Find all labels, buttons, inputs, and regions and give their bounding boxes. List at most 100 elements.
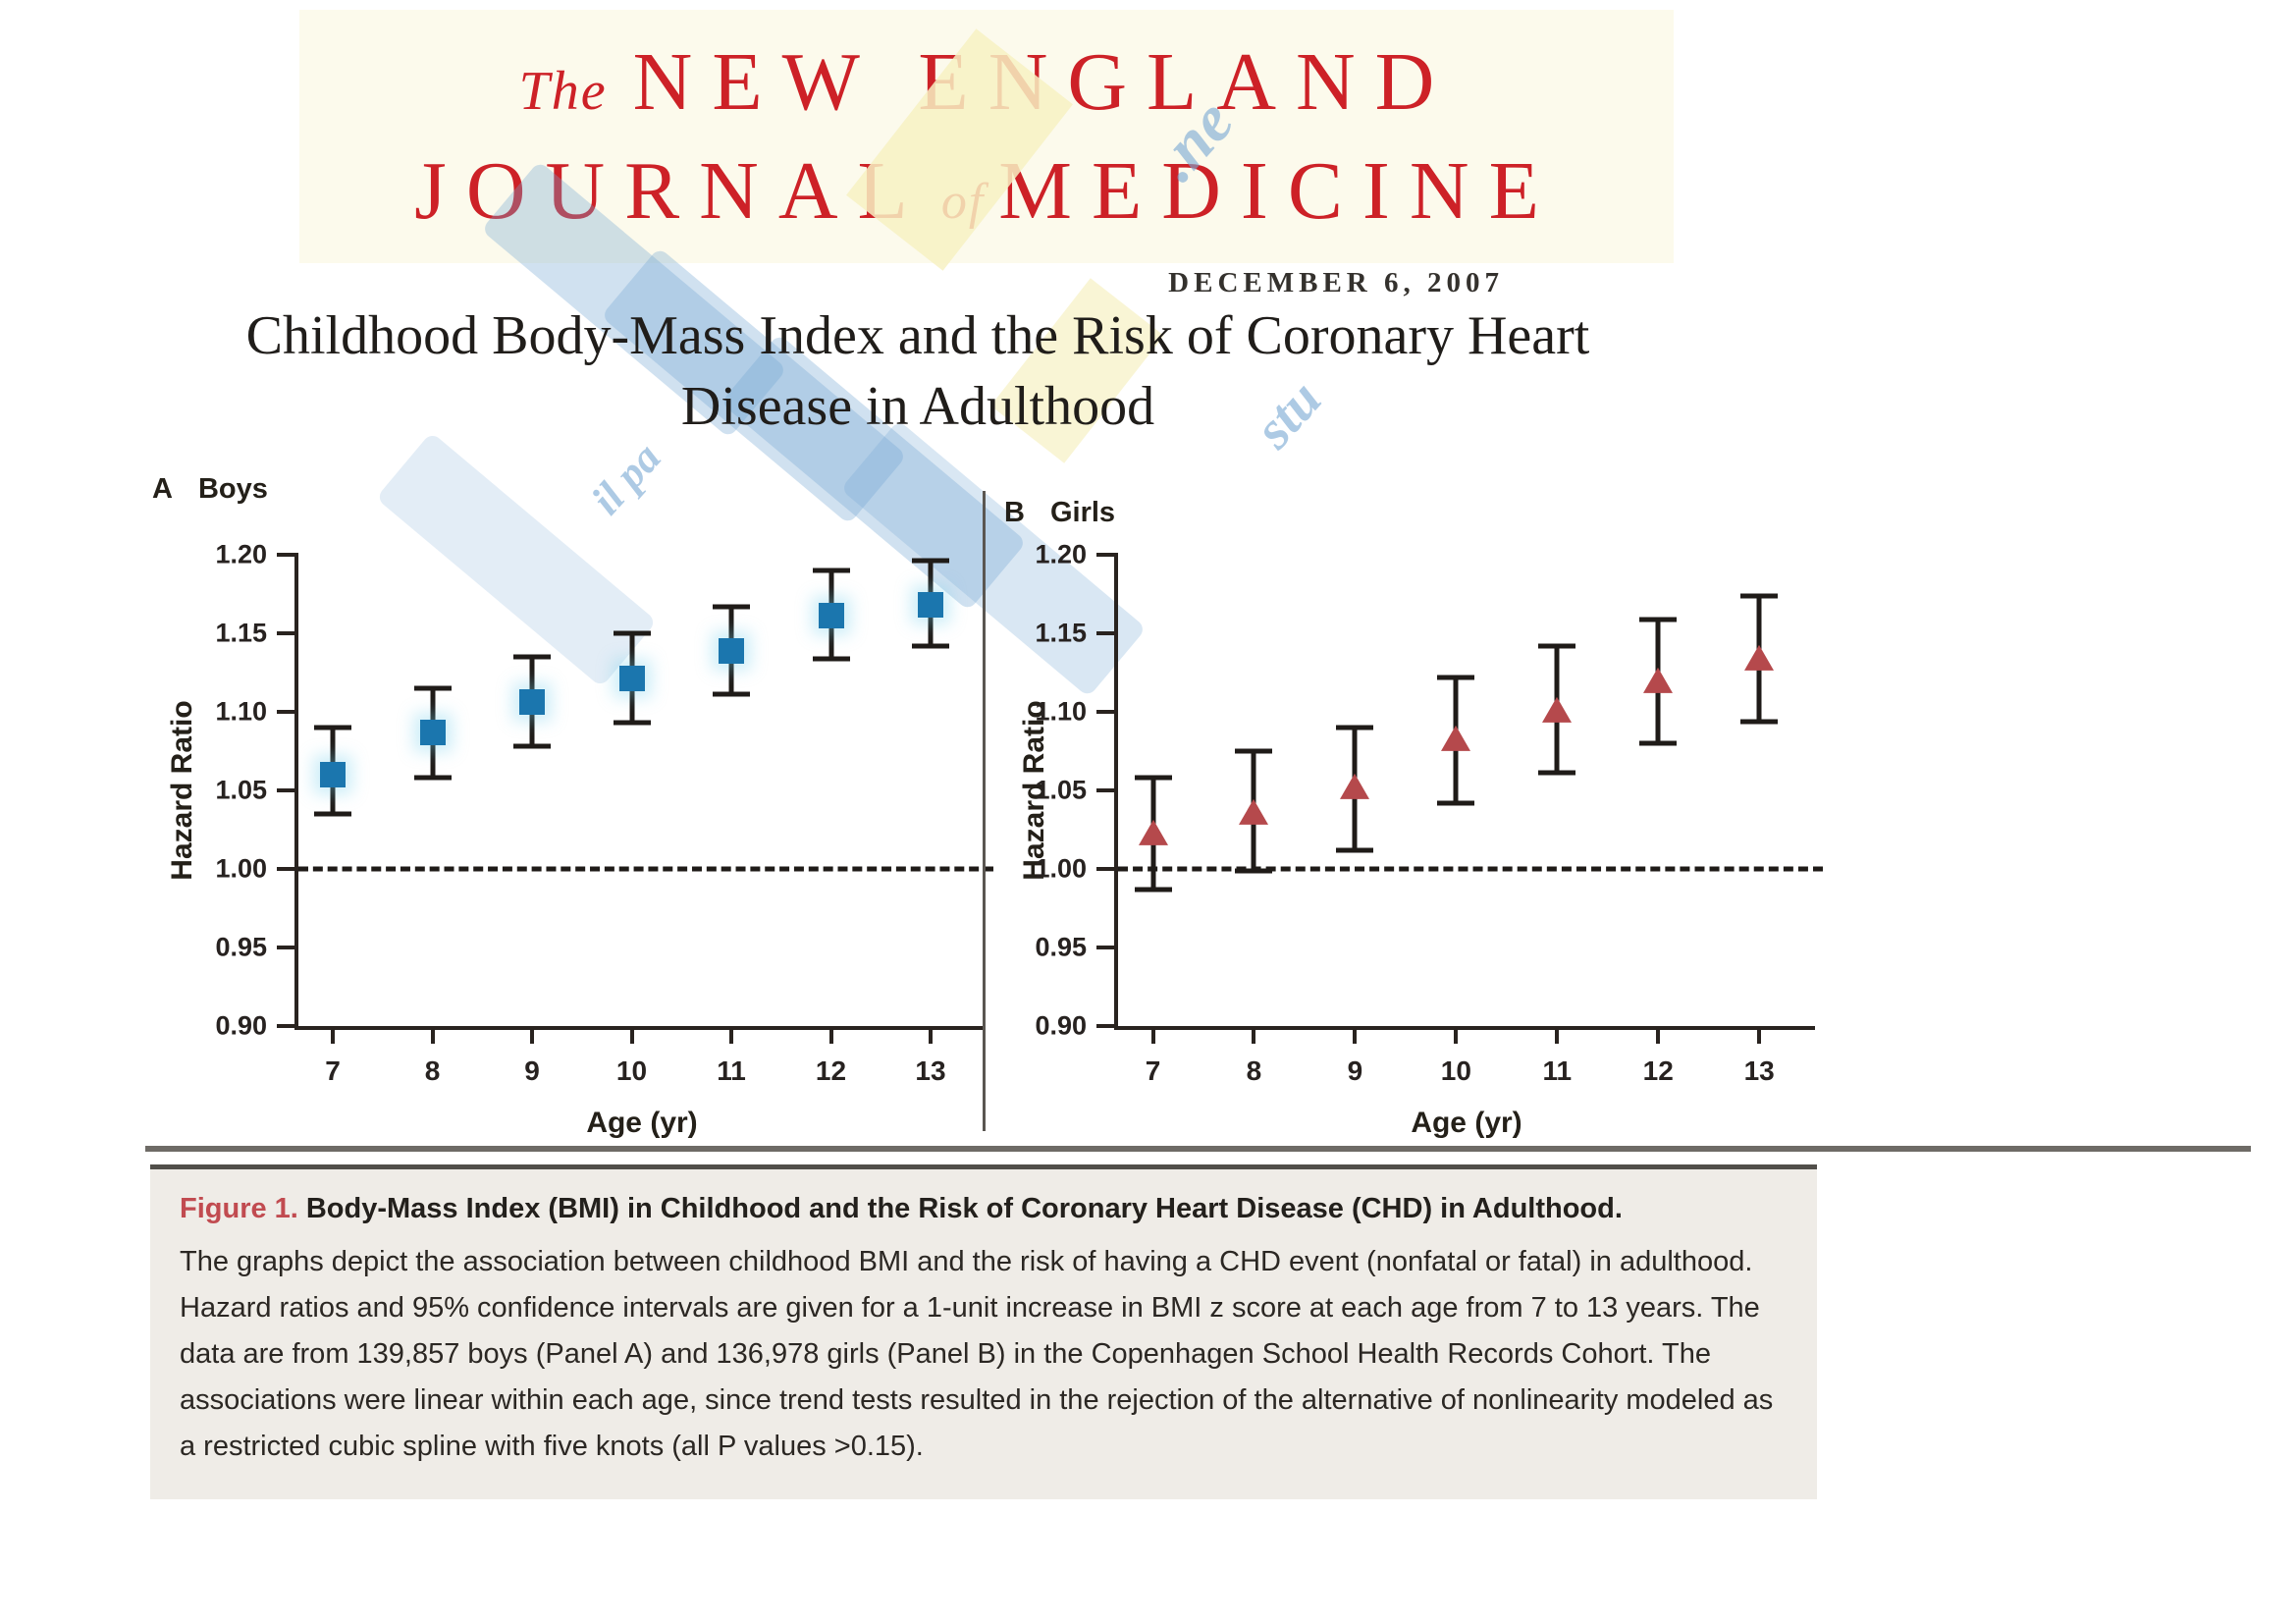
- x-axis-tick-label: 10: [1440, 1055, 1471, 1086]
- y-axis-tick-label: 1.00: [215, 853, 267, 884]
- confidence-interval-cap-top: [812, 568, 850, 573]
- confidence-interval-cap-bottom: [413, 775, 452, 781]
- y-axis-tick-label: 0.90: [215, 1010, 267, 1041]
- y-axis-tick-label: 1.15: [215, 618, 267, 648]
- confidence-interval-cap-top: [1437, 675, 1475, 680]
- hazard-ratio-marker-triangle: [1542, 696, 1573, 723]
- journal-name-line2: JOURNAL of MEDICINE: [414, 143, 1559, 239]
- x-axis-tick-label: 12: [1642, 1055, 1674, 1086]
- x-axis-tick: [1757, 1030, 1762, 1044]
- panel-b-group: Girls: [1049, 497, 1116, 528]
- hazard-ratio-marker-triangle: [1138, 819, 1168, 845]
- journal-medicine: MEDICINE: [998, 145, 1559, 237]
- article-title-line2: Disease in Adulthood: [680, 376, 1155, 437]
- x-axis-tick: [1656, 1030, 1661, 1044]
- y-axis-tick: [1096, 946, 1118, 949]
- y-axis-tick-label: 0.90: [1035, 1010, 1087, 1041]
- figure-caption-title-text: Body-Mass Index (BMI) in Childhood and t…: [305, 1193, 1623, 1224]
- panel-b-plot: Hazard Ratio Age (yr) 1.20 1.15 1.10 1.05 1.…: [1018, 540, 1823, 1139]
- reference-line-hr-1: [298, 866, 993, 872]
- y-axis-tick: [1096, 866, 1118, 871]
- x-axis-tick-label: 11: [1542, 1055, 1573, 1086]
- x-axis-tick: [1353, 1030, 1358, 1044]
- hazard-ratio-marker-triangle: [1239, 798, 1269, 825]
- confidence-interval-cap-bottom: [1437, 800, 1475, 806]
- confidence-interval-cap-top: [1336, 725, 1374, 730]
- figure-number: Figure 1.: [180, 1193, 298, 1224]
- x-axis-tick: [1555, 1030, 1560, 1044]
- confidence-interval-cap-top: [613, 630, 651, 636]
- panel-b-x-axis-title: Age (yr): [1411, 1107, 1522, 1139]
- confidence-interval-cap-top: [713, 604, 750, 610]
- figure-bottom-rule: [145, 1146, 2251, 1152]
- y-axis-tick-label: 1.00: [1035, 853, 1087, 884]
- confidence-interval-cap-top: [1134, 775, 1172, 781]
- x-axis-tick-label: 9: [1347, 1055, 1363, 1086]
- y-axis-tick: [1096, 630, 1118, 635]
- y-axis-tick-label: 1.10: [215, 696, 267, 727]
- confidence-interval-cap-bottom: [513, 743, 551, 749]
- x-axis-tick: [331, 1030, 335, 1044]
- panel-a-plot: Hazard Ratio Age (yr) 1.20 1.15 1.10 1.05 1.…: [166, 540, 993, 1139]
- reference-line-hr-1: [1118, 866, 1823, 872]
- x-axis-tick: [1150, 1030, 1155, 1044]
- confidence-interval-cap-bottom: [812, 656, 850, 662]
- y-axis-tick: [1096, 709, 1118, 714]
- confidence-interval-cap-bottom: [713, 691, 750, 697]
- journal-journal: JOURNAL: [414, 145, 928, 237]
- x-axis-tick-label: 8: [424, 1055, 441, 1086]
- y-axis-tick: [277, 946, 298, 949]
- hazard-ratio-marker-triangle: [1340, 774, 1370, 800]
- hazard-ratio-marker-square: [918, 592, 943, 619]
- figure-caption-title: Figure 1. Body-Mass Index (BMI) in Childh…: [180, 1193, 1788, 1225]
- x-axis-tick: [629, 1030, 634, 1044]
- x-axis-tick-label: 13: [1743, 1055, 1775, 1086]
- panel-b-key: B: [1004, 497, 1025, 528]
- x-axis-tick: [1454, 1030, 1459, 1044]
- hazard-ratio-marker-square: [419, 719, 446, 745]
- confidence-interval-cap-bottom: [1235, 868, 1273, 874]
- confidence-interval-cap-bottom: [1538, 770, 1576, 776]
- x-axis-tick-label: 7: [325, 1055, 341, 1086]
- journal-new-england: NEW ENGLAND: [632, 36, 1455, 128]
- confidence-interval-cap-top: [513, 654, 551, 660]
- confidence-interval-cap-bottom: [1134, 887, 1172, 893]
- y-axis-tick: [1096, 788, 1118, 792]
- x-axis-tick-label: 13: [915, 1055, 946, 1086]
- y-axis-tick-label: 0.95: [215, 932, 267, 962]
- panel-divider: [983, 491, 986, 1131]
- y-axis-tick-label: 1.15: [1035, 618, 1087, 648]
- y-axis-tick-label: 1.10: [1035, 696, 1087, 727]
- panel-a-key: A: [152, 473, 173, 505]
- y-axis-tick-label: 1.05: [1035, 775, 1087, 805]
- hazard-ratio-marker-square: [618, 666, 645, 692]
- hazard-ratio-marker-triangle: [1441, 725, 1471, 751]
- x-axis-tick-label: 11: [717, 1055, 746, 1086]
- y-axis-tick: [1096, 553, 1118, 557]
- confidence-interval-cap-top: [1639, 617, 1678, 622]
- journal-masthead: The NEW ENGLAND JOURNAL of MEDICINE: [299, 10, 1674, 263]
- confidence-interval-cap-bottom: [314, 811, 351, 817]
- confidence-interval-cap-top: [1235, 748, 1273, 754]
- hazard-ratio-marker-square: [719, 637, 744, 664]
- x-axis-tick-label: 12: [815, 1055, 847, 1086]
- x-axis-tick-label: 7: [1145, 1055, 1161, 1086]
- y-axis-tick: [277, 866, 298, 871]
- y-axis-tick: [277, 553, 298, 557]
- confidence-interval-cap-bottom: [1639, 740, 1678, 746]
- hazard-ratio-marker-square: [519, 689, 545, 716]
- x-axis-tick-label: 8: [1246, 1055, 1262, 1086]
- x-axis-tick-label: 9: [524, 1055, 540, 1086]
- journal-name-line1: The NEW ENGLAND: [519, 34, 1455, 130]
- y-axis-tick: [277, 788, 298, 792]
- y-axis-tick: [277, 709, 298, 714]
- x-axis-tick: [828, 1030, 833, 1044]
- hazard-ratio-marker-square: [818, 603, 844, 629]
- x-axis-tick: [1252, 1030, 1256, 1044]
- confidence-interval-cap-bottom: [1740, 719, 1779, 725]
- y-axis-tick: [1096, 1024, 1118, 1028]
- x-axis-tick: [929, 1030, 933, 1044]
- hazard-ratio-marker-triangle: [1643, 667, 1674, 693]
- journal-the: The: [518, 61, 608, 122]
- confidence-interval-cap-bottom: [912, 643, 949, 649]
